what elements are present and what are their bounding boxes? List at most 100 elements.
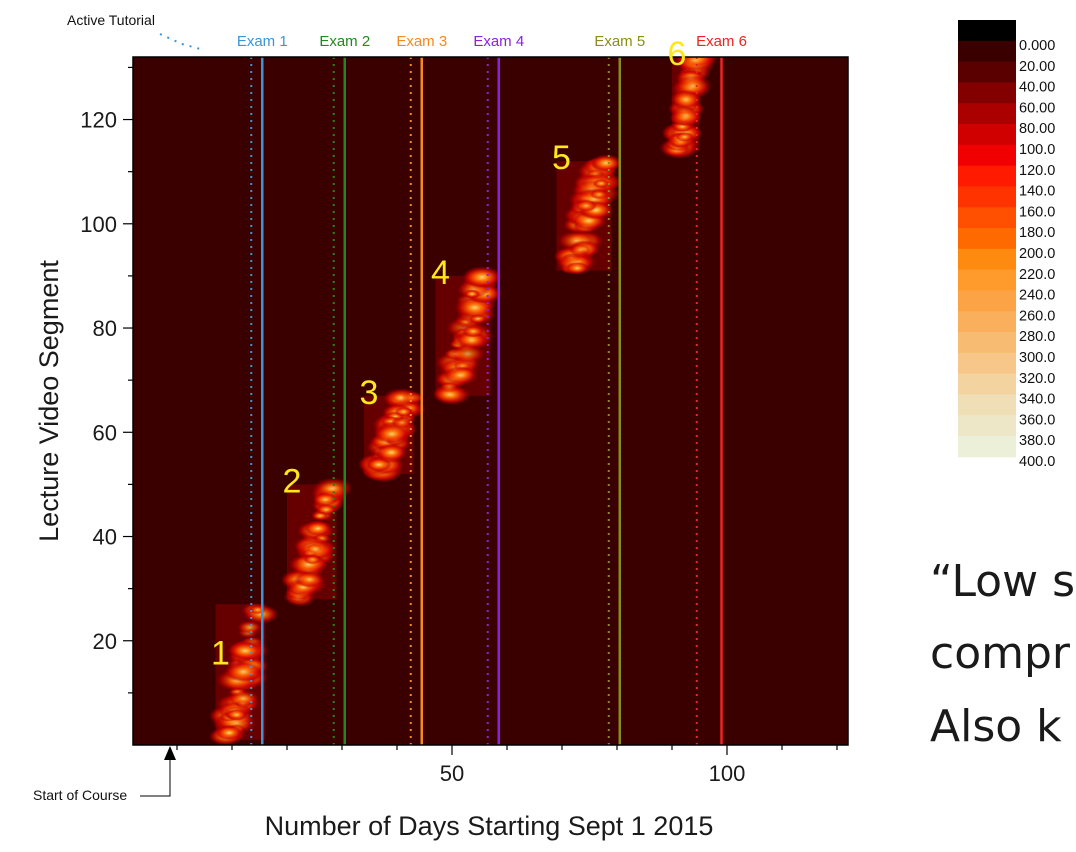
heat-cell — [462, 266, 503, 288]
exam-5-marker: Exam 5 — [594, 33, 645, 745]
heat-cell — [294, 571, 325, 588]
heat-cell — [590, 154, 622, 172]
heat-cell — [237, 620, 262, 634]
color-swatch — [958, 207, 1016, 229]
color-swatch — [958, 311, 1016, 333]
color-swatch — [958, 61, 1016, 83]
color-scale-label: 60.00 — [1019, 100, 1055, 116]
heat-cell — [375, 443, 408, 462]
color-scale-label: 220.0 — [1019, 267, 1055, 283]
heat-cell — [592, 179, 610, 189]
y-tick-label: 100 — [80, 212, 117, 237]
y-tick-label: 120 — [80, 108, 117, 133]
side-text-line-1: “Low s — [930, 556, 1075, 607]
heat-cell — [224, 661, 263, 683]
color-scale-label: 160.0 — [1019, 204, 1055, 220]
heat-cell — [565, 261, 589, 275]
side-text-line-2: compr — [930, 628, 1070, 679]
y-tick-label: 60 — [93, 420, 117, 445]
color-scale-label: 360.0 — [1019, 412, 1055, 428]
heat-cell — [450, 344, 486, 364]
exam-label: Exam 5 — [594, 33, 645, 50]
color-scale-label: 340.0 — [1019, 392, 1055, 408]
heat-cell — [225, 709, 248, 721]
color-swatch — [958, 82, 1016, 104]
start-arrow-icon — [164, 746, 176, 760]
color-swatch — [958, 373, 1016, 395]
start-of-course-label: Start of Course — [33, 787, 127, 803]
color-scale-label: 200.0 — [1019, 246, 1055, 262]
exam-label: Exam 3 — [396, 33, 447, 50]
color-swatch — [958, 415, 1016, 437]
color-swatch — [958, 269, 1016, 291]
color-scale-label: 400.0 — [1019, 454, 1055, 470]
exam-lines: Exam 1 Exam 2 Exam 3 Exam 4 Exam 5 Exam 6 — [237, 33, 747, 745]
color-scale-label: 100.0 — [1019, 142, 1055, 158]
exam-2-marker: Exam 2 — [319, 33, 370, 745]
y-tick-label: 80 — [93, 316, 117, 341]
unit-label-1: 1 — [211, 634, 230, 672]
color-scale-label: 80.00 — [1019, 121, 1055, 137]
color-scale-label: 320.0 — [1019, 371, 1055, 387]
heat-cell — [675, 131, 695, 142]
heat-cell — [227, 641, 261, 660]
heat-cell — [394, 406, 413, 417]
y-tick-label: 20 — [93, 629, 117, 654]
unit-4-heat-region — [432, 266, 503, 405]
exam-label: Exam 6 — [696, 33, 747, 50]
side-text-line-3: Also k — [930, 701, 1062, 752]
color-scale-label: 120.0 — [1019, 163, 1055, 179]
heat-cell — [574, 199, 598, 212]
color-swatch — [958, 332, 1016, 354]
color-scale-label: 240.0 — [1019, 288, 1055, 304]
color-swatch — [958, 20, 1016, 42]
unit-labels: 1 2 3 4 5 6 — [211, 35, 686, 672]
heat-cell — [382, 387, 420, 408]
heat-cell — [432, 385, 466, 404]
color-swatch — [958, 394, 1016, 416]
unit-2-heat-region — [280, 477, 353, 607]
heat-cell — [227, 690, 259, 707]
unit-label-6: 6 — [668, 35, 687, 73]
color-swatch — [958, 124, 1016, 146]
heat-cell — [442, 365, 478, 385]
exam-4-marker: Exam 4 — [473, 33, 524, 745]
unit-3-heat-region — [358, 387, 426, 483]
heat-cell — [673, 75, 713, 96]
heat-cell — [311, 511, 328, 521]
color-swatch — [958, 103, 1016, 125]
unit-5-heat-region — [553, 154, 622, 275]
heat-cell — [312, 492, 338, 507]
color-swatch — [958, 436, 1016, 458]
exam-1-marker: Exam 1 — [237, 33, 288, 745]
heat-cell — [670, 107, 702, 124]
exam-6-marker: Exam 6 — [695, 33, 747, 745]
x-tick-label: 100 — [709, 761, 746, 786]
y-axis-label: Lecture Video Segment — [34, 260, 64, 542]
color-scale-legend: 0.000 20.00 40.00 60.00 80.00 100.0 120.0 140.0… — [958, 20, 1055, 470]
axes: 50 100 20 40 60 80 100 120 — [80, 66, 838, 786]
heat-cell — [303, 554, 322, 565]
heat-cell — [568, 243, 592, 256]
color-scale-label: 140.0 — [1019, 184, 1055, 200]
color-swatch — [958, 352, 1016, 375]
x-axis-label: Number of Days Starting Sept 1 2015 — [265, 811, 714, 841]
heat-cell — [215, 725, 243, 741]
color-swatch — [958, 248, 1016, 271]
color-scale-label: 20.00 — [1019, 59, 1055, 75]
exam-label: Exam 2 — [319, 33, 370, 50]
color-scale-label: 280.0 — [1019, 329, 1055, 345]
color-scale-label: 300.0 — [1019, 350, 1055, 366]
unit-label-4: 4 — [431, 254, 450, 292]
plot-frame — [132, 56, 849, 746]
unit-6-heat-region — [658, 57, 718, 159]
exam-label: Exam 1 — [237, 33, 288, 50]
color-scale-label: 260.0 — [1019, 308, 1055, 324]
heat-cell — [304, 521, 332, 536]
color-scale-label: 0.000 — [1019, 38, 1055, 54]
color-scale-label: 180.0 — [1019, 225, 1055, 241]
exam-3-marker: Exam 3 — [396, 33, 447, 745]
heat-cell — [373, 424, 410, 444]
x-axis: 50 100 — [176, 745, 838, 786]
